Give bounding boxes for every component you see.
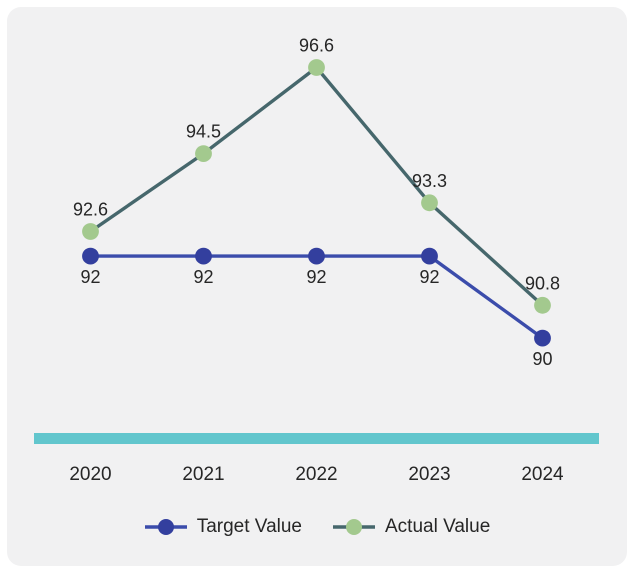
value-label: 96.6 [299, 36, 334, 56]
data-point-marker [82, 223, 99, 240]
value-label: 93.3 [412, 171, 447, 191]
data-point-marker [82, 247, 99, 265]
data-point-marker [308, 59, 325, 76]
x-tick-label: 2020 [69, 464, 112, 485]
x-tick-label: 2024 [521, 464, 564, 485]
value-label: 92 [306, 267, 326, 287]
legend-item-target-value[interactable]: Target Value [144, 513, 302, 541]
legend-item-actual-value[interactable]: Actual Value [332, 513, 490, 541]
x-axis-bar [34, 433, 599, 444]
chart-canvas: 92.6 94.5 96.6 93.3 90.8 92 92 92 92 90 [34, 36, 599, 444]
value-label: 92 [419, 267, 439, 287]
value-label: 90 [532, 349, 552, 369]
chart-legend: Target Value Actual Value [7, 513, 627, 541]
legend-marker-target-icon [144, 519, 187, 535]
value-label: 92 [193, 267, 213, 287]
legend-label-actual: Actual Value [385, 516, 491, 537]
data-point-marker [195, 247, 212, 265]
x-tick-label: 2022 [295, 464, 338, 485]
value-label: 92 [80, 267, 100, 287]
x-tick-label: 2023 [408, 464, 451, 485]
chart-card: 92.6 94.5 96.6 93.3 90.8 92 92 92 92 90 2020 2021 2… [7, 7, 627, 566]
value-label: 94.5 [186, 122, 221, 142]
value-label: 90.8 [525, 273, 560, 293]
data-point-marker [534, 329, 551, 347]
data-point-marker [534, 296, 551, 314]
data-point-marker [308, 247, 325, 265]
data-point-marker [421, 194, 438, 212]
data-point-marker [195, 145, 212, 163]
data-point-marker [421, 247, 438, 265]
value-label: 92.6 [73, 200, 108, 220]
legend-label-target: Target Value [196, 516, 302, 537]
x-tick-label: 2021 [182, 464, 225, 485]
x-axis-labels: 2020 2021 2022 2023 2024 [34, 463, 599, 487]
legend-marker-actual-icon [333, 519, 375, 535]
